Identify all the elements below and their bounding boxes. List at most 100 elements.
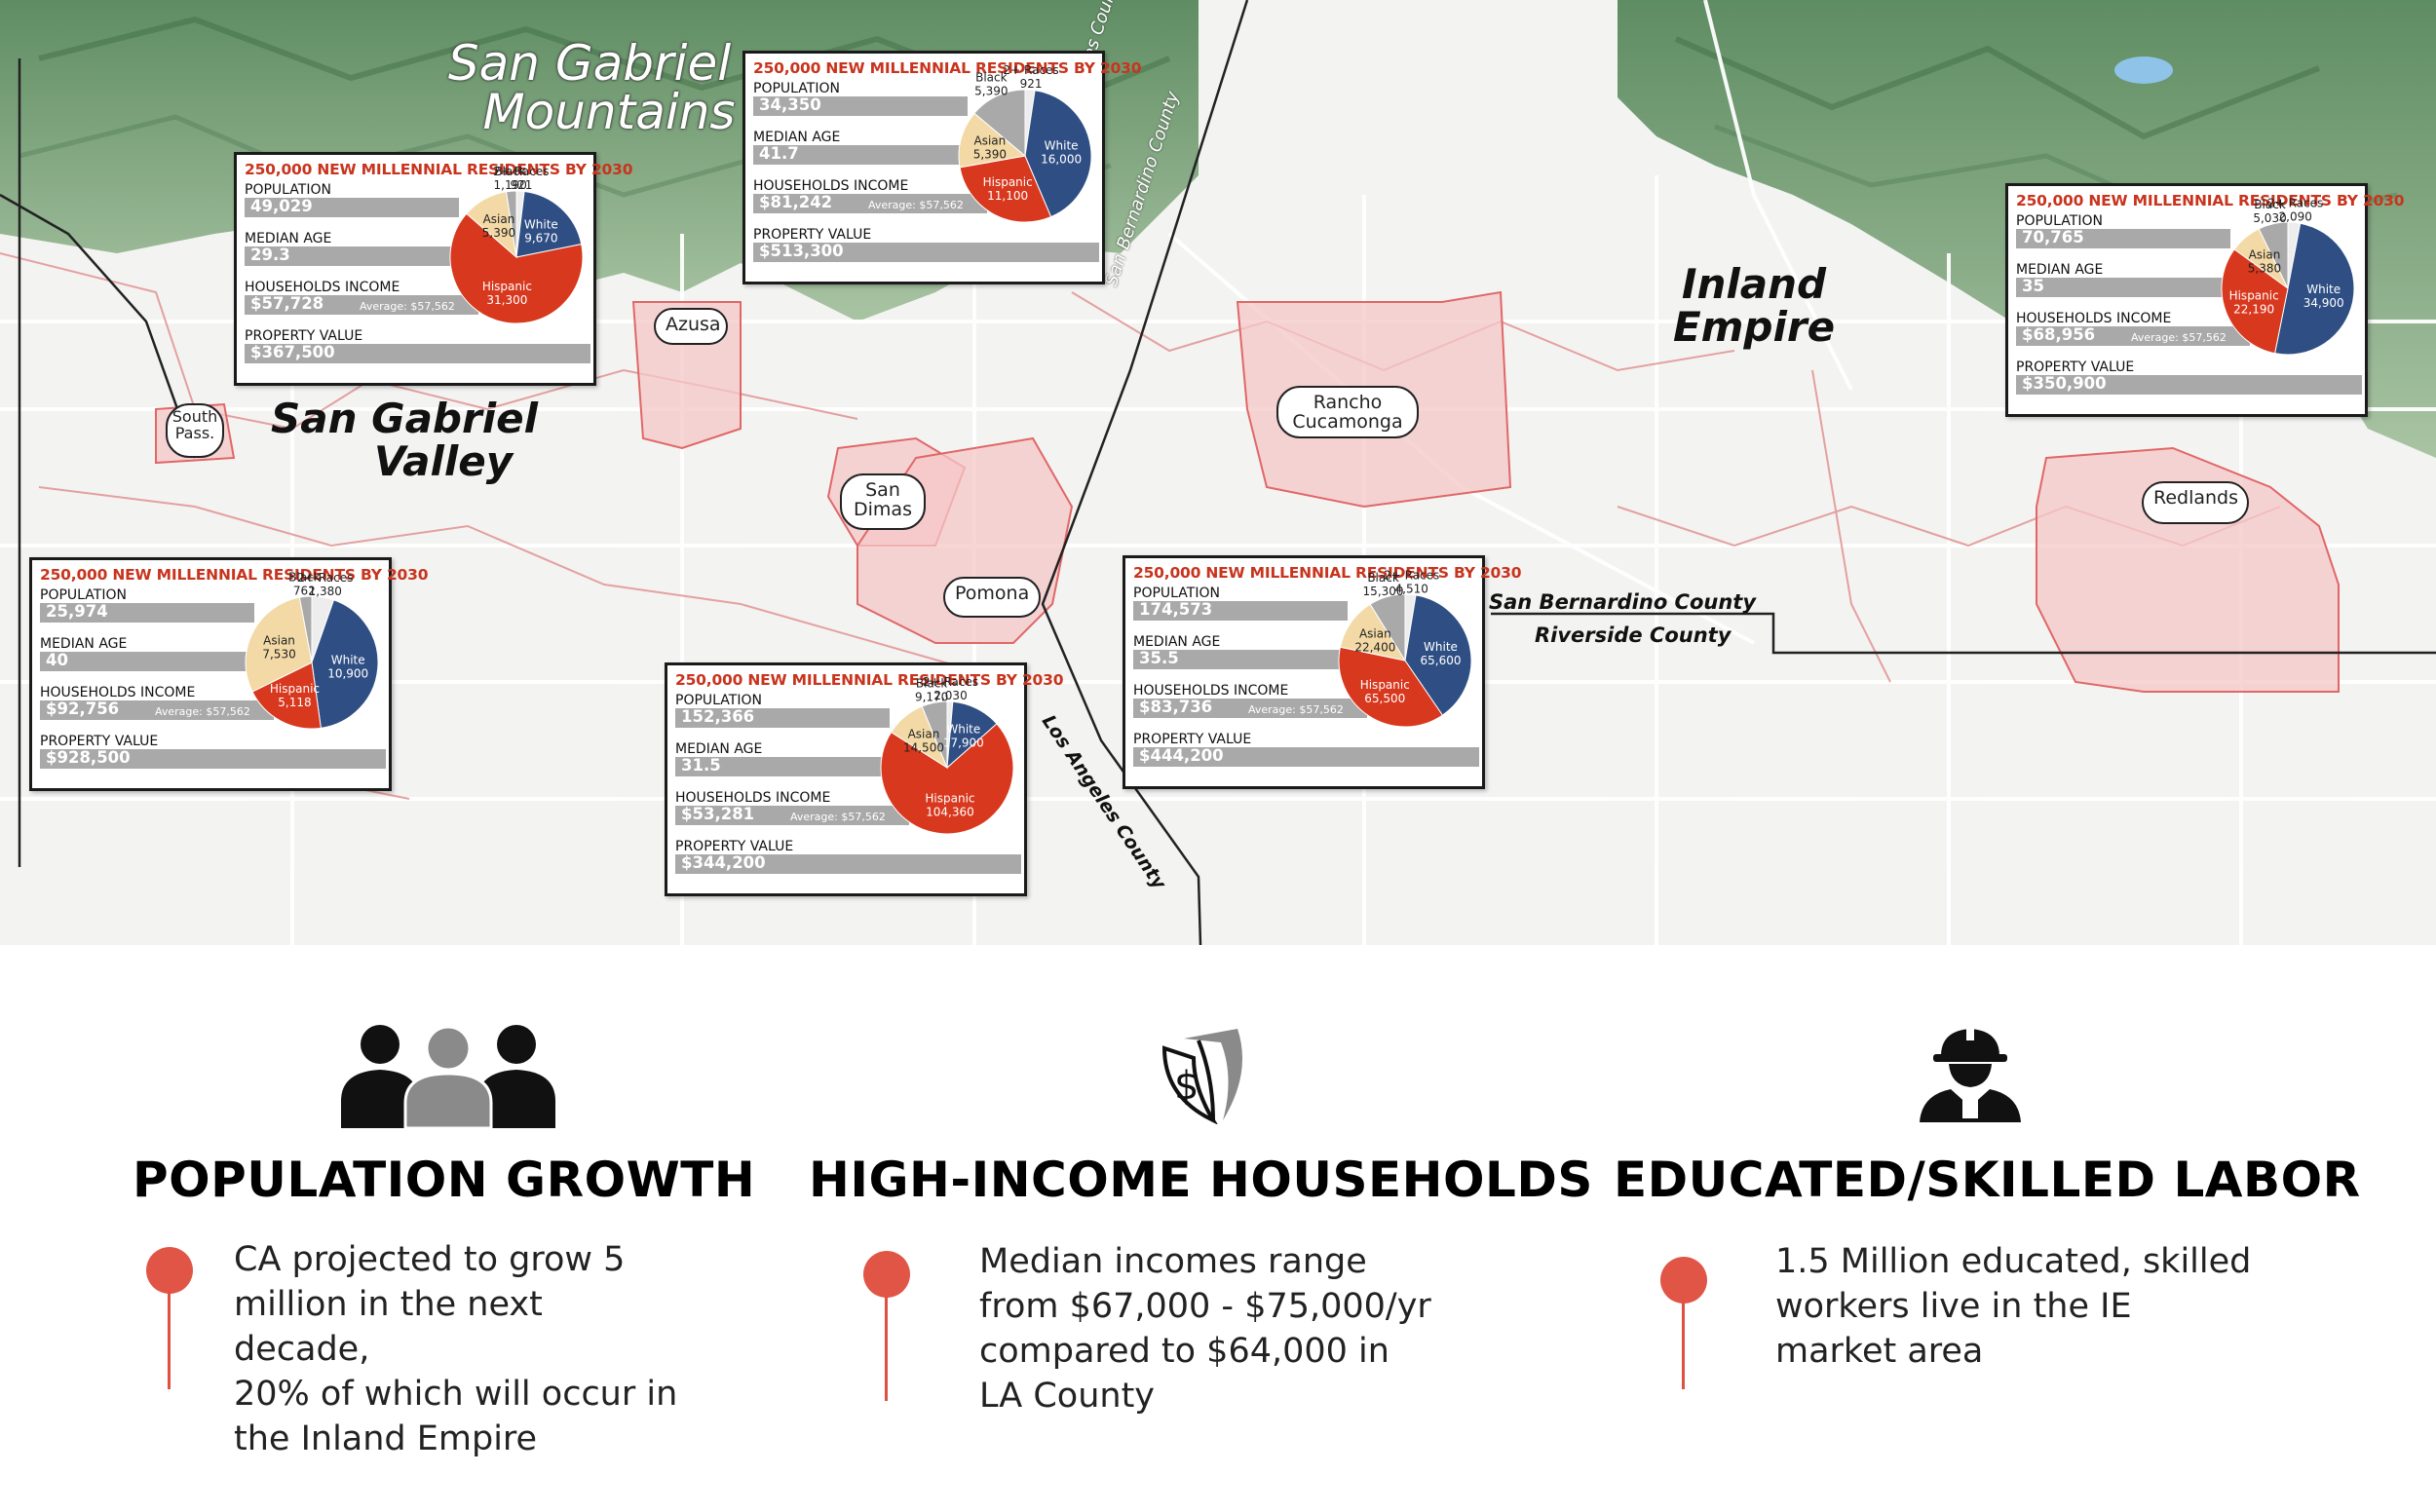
info-box-median-age-label: MEDIAN AGE xyxy=(675,741,763,757)
pie-label-black-value: 762 xyxy=(293,584,316,597)
pie-label-white-name: White xyxy=(524,218,558,232)
info-box-population-label: POPULATION xyxy=(2016,213,2103,229)
info-box-property-bar xyxy=(245,344,590,363)
info-box-median-age-value: 35 xyxy=(2022,277,2044,295)
info-box-median-age-label: MEDIAN AGE xyxy=(40,636,128,652)
pin-stem-1 xyxy=(168,1292,171,1389)
pie-label-two-name: 2+ Races xyxy=(1384,568,1439,582)
pie-label-hispanic-value: 11,100 xyxy=(987,189,1028,203)
pie-label-two-name: 2+ Races xyxy=(923,675,978,689)
info-box-property-label: PROPERTY VALUE xyxy=(245,328,363,344)
info-box-income-bar xyxy=(1133,699,1367,718)
info-box-property-label: PROPERTY VALUE xyxy=(675,839,794,854)
info-box-population-label: POPULATION xyxy=(1133,586,1220,601)
city-label-south-pasadena[interactable]: South Pass. xyxy=(166,403,224,458)
pie-slice-asian xyxy=(1339,603,1407,662)
info-box-median-age-bar xyxy=(675,757,890,776)
city-label-pomona[interactable]: Pomona xyxy=(943,577,1041,618)
pie-label-black-value: 9,170 xyxy=(915,691,948,704)
pie-label-hispanic-value: 65,500 xyxy=(1364,692,1405,705)
info-box-population-bar xyxy=(753,96,968,116)
info-box-median-age-label: MEDIAN AGE xyxy=(753,130,841,145)
pie-label-black-value: 5,030 xyxy=(2253,211,2286,225)
regional-map: San Gabriel Mountains San Gabriel Valley… xyxy=(0,0,2436,945)
info-box-income-label: HOUSEHOLDS INCOME xyxy=(753,178,909,194)
pie-label-two-value: 2,030 xyxy=(933,689,967,702)
pie-label-asian-name: Asian xyxy=(483,212,515,226)
population-growth-text: CA projected to grow 5 million in the ne… xyxy=(234,1240,678,1458)
pie-slice-black xyxy=(298,595,313,663)
info-box-title: 250,000 NEW MILLENNIAL RESIDENTS BY 2030 xyxy=(40,566,429,584)
info-box-median-age-label: MEDIAN AGE xyxy=(2016,262,2104,278)
pie-label-white-name: White xyxy=(2306,283,2341,296)
info-box-property-value: $350,900 xyxy=(2022,374,2107,393)
pie-slice-asian xyxy=(245,596,313,693)
pin-marker-2 xyxy=(863,1251,910,1298)
info-box-median-age-bar xyxy=(1133,650,1348,669)
pie-label-two-name: 2+ Races xyxy=(297,571,353,585)
county-lines xyxy=(0,0,2436,945)
pie-label-two-value: 921 xyxy=(1020,77,1043,91)
pie-label-two-value: 2,090 xyxy=(2279,209,2312,223)
info-box-property-value: $444,200 xyxy=(1139,746,1224,765)
info-box-income-average: Average: $57,562 xyxy=(155,705,250,718)
pie-label-white-value: 34,900 xyxy=(2303,296,2344,310)
reservoir xyxy=(2114,57,2173,84)
pie-label-asian-value: 22,400 xyxy=(1354,641,1395,655)
city-label-redlands[interactable]: Redlands xyxy=(2142,481,2249,524)
info-box-income-bar xyxy=(40,700,274,720)
city-label-line1: San xyxy=(865,479,900,501)
info-box-income-average: Average: $57,562 xyxy=(790,811,886,823)
info-box-median-age-bar xyxy=(40,652,254,671)
info-box-population-value: 152,366 xyxy=(681,707,755,726)
region-label-line1: Inland xyxy=(1681,260,1827,308)
pie-label-black-name: Black xyxy=(1367,571,1399,585)
info-box-population-value: 25,974 xyxy=(46,602,108,621)
high-income-heading: HIGH-INCOME HOUSEHOLDS xyxy=(809,1152,1593,1208)
pie-label-two-name: 2+ Races xyxy=(1004,63,1059,77)
pie-slice-hispanic xyxy=(880,723,1014,835)
san-gabriel-valley-label: San Gabriel Valley xyxy=(263,397,546,483)
info-box-population-bar xyxy=(2016,229,2230,248)
city-label-azusa[interactable]: Azusa xyxy=(654,308,728,345)
info-box-income-value: $68,956 xyxy=(2022,325,2096,344)
footer-highlights: POPULATION GROWTH CA projected to grow 5… xyxy=(0,945,2436,1512)
info-box-population-value: 174,573 xyxy=(1139,600,1213,619)
info-box-income-label: HOUSEHOLDS INCOME xyxy=(1133,683,1289,699)
pie-label-asian-value: 5,380 xyxy=(2248,261,2281,275)
pie-slice-white xyxy=(311,599,379,729)
pin-stem-2 xyxy=(885,1296,888,1401)
city-label-rancho-cucamonga[interactable]: Rancho Cucamonga xyxy=(1276,386,1419,438)
info-box-income-value: $57,728 xyxy=(250,294,324,313)
pie-label-white-value: 17,900 xyxy=(943,737,984,750)
pie-slice-asian xyxy=(958,112,1027,169)
mountains-label-line1: San Gabriel xyxy=(447,35,732,92)
info-box-property-value: $513,300 xyxy=(759,242,844,260)
info-box-property-bar xyxy=(1133,747,1479,767)
pie-label-hispanic-name: Hispanic xyxy=(482,280,532,293)
info-box-income-value: $83,736 xyxy=(1139,698,1213,716)
info-box-property-value: $928,500 xyxy=(46,748,131,767)
pie-label-white-name: White xyxy=(946,723,980,737)
info-box-population-label: POPULATION xyxy=(40,587,127,603)
info-box-4: 250,000 NEW MILLENNIAL RESIDENTS BY 2030… xyxy=(29,557,429,791)
skilled-labor-heading: EDUCATED/SKILLED LABOR xyxy=(1614,1152,2361,1208)
inland-empire-label: Inland Empire xyxy=(1656,260,1851,349)
info-box-income-label: HOUSEHOLDS INCOME xyxy=(675,790,831,806)
city-label-line2: Pass. xyxy=(174,423,215,442)
dollar-shield-icon: $ xyxy=(1161,1029,1242,1124)
pie-slice-black xyxy=(2258,221,2289,289)
city-label-san-dimas[interactable]: San Dimas xyxy=(840,473,926,530)
pie-label-hispanic-name: Hispanic xyxy=(983,175,1033,189)
pie-label-hispanic-name: Hispanic xyxy=(2229,289,2279,303)
pie-slice-black xyxy=(505,190,517,258)
city-label-line2: Dimas xyxy=(854,498,912,520)
pie-label-two-name: 2+ Races xyxy=(493,165,549,178)
city-label-line1: Rancho xyxy=(1313,392,1383,413)
pie-label-black-name: Black xyxy=(916,677,948,691)
info-box-population-value: 34,350 xyxy=(759,95,821,114)
pie-label-hispanic-name: Hispanic xyxy=(270,682,320,696)
